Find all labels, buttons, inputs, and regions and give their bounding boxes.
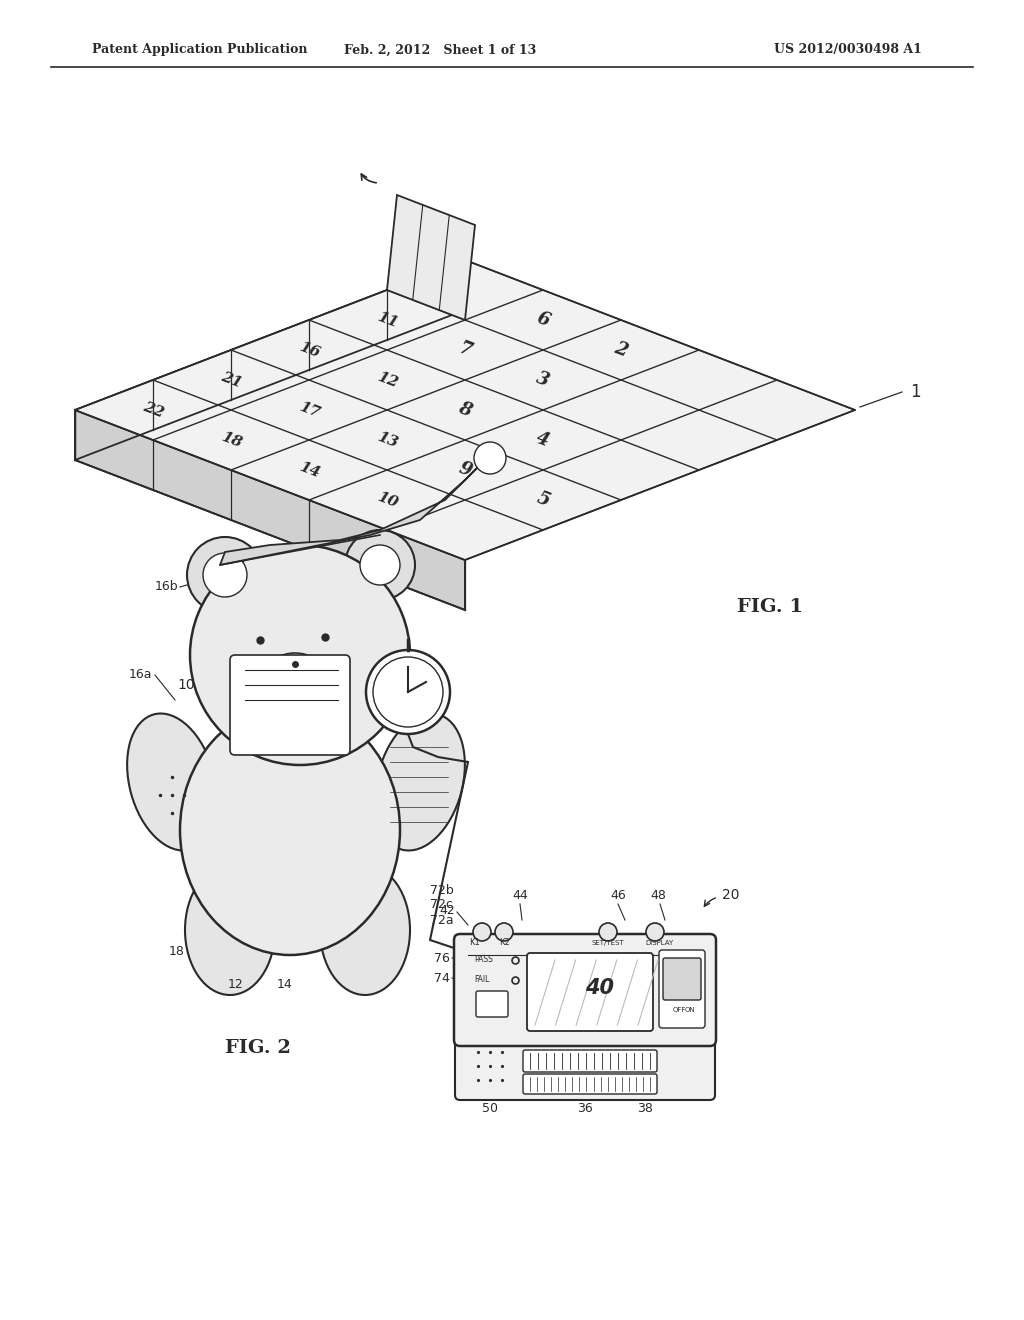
Text: 72b: 72b [430, 883, 454, 896]
Circle shape [373, 657, 443, 727]
Text: 50: 50 [482, 1102, 498, 1115]
Text: DISPLAY: DISPLAY [646, 940, 674, 946]
FancyBboxPatch shape [455, 1032, 715, 1100]
Text: 9: 9 [456, 459, 474, 480]
Text: 12: 12 [228, 978, 244, 991]
Circle shape [360, 545, 400, 585]
FancyBboxPatch shape [659, 950, 705, 1028]
FancyBboxPatch shape [454, 935, 716, 1045]
Circle shape [495, 923, 513, 941]
Text: 14: 14 [278, 978, 293, 991]
Text: 1: 1 [910, 383, 921, 401]
Text: 36: 36 [578, 1102, 593, 1115]
FancyBboxPatch shape [523, 1049, 657, 1072]
Circle shape [366, 649, 450, 734]
Text: 18: 18 [218, 429, 244, 450]
Text: 48: 48 [650, 888, 666, 902]
Polygon shape [75, 411, 465, 610]
Text: FAIL: FAIL [474, 975, 489, 983]
Text: 44: 44 [512, 888, 528, 902]
Text: 5: 5 [534, 490, 552, 511]
FancyBboxPatch shape [230, 655, 350, 755]
Polygon shape [75, 260, 465, 459]
Text: 12: 12 [375, 370, 399, 391]
Text: 21: 21 [218, 370, 244, 391]
FancyBboxPatch shape [523, 1074, 657, 1094]
Text: 10: 10 [375, 490, 399, 511]
Text: 4: 4 [534, 429, 552, 450]
Text: 22: 22 [140, 400, 166, 420]
Text: 16a: 16a [128, 668, 152, 681]
Ellipse shape [319, 865, 410, 995]
Polygon shape [75, 260, 855, 560]
Text: Patent Application Publication: Patent Application Publication [92, 44, 307, 57]
Text: 46: 46 [610, 888, 626, 902]
Text: 3: 3 [534, 370, 552, 391]
FancyBboxPatch shape [663, 958, 701, 1001]
Text: Feb. 2, 2012   Sheet 1 of 13: Feb. 2, 2012 Sheet 1 of 13 [344, 44, 537, 57]
Text: K2: K2 [499, 939, 509, 946]
Text: US 2012/0030498 A1: US 2012/0030498 A1 [774, 44, 922, 57]
Text: 38: 38 [637, 1102, 653, 1115]
Ellipse shape [180, 705, 400, 954]
Text: 10: 10 [177, 678, 195, 692]
Text: 14: 14 [297, 459, 322, 480]
Text: 20: 20 [722, 888, 739, 902]
Polygon shape [387, 195, 475, 319]
Circle shape [187, 537, 263, 612]
Circle shape [599, 923, 617, 941]
Text: 7: 7 [456, 339, 474, 360]
Ellipse shape [185, 865, 275, 995]
Text: 11: 11 [375, 310, 399, 330]
Text: 40: 40 [586, 978, 614, 998]
Text: FIG. 2: FIG. 2 [225, 1039, 291, 1057]
Circle shape [473, 923, 490, 941]
Text: 6: 6 [534, 309, 552, 330]
Text: ON: ON [685, 1007, 695, 1012]
FancyBboxPatch shape [476, 991, 508, 1016]
Text: FIG. 1: FIG. 1 [737, 598, 804, 616]
Circle shape [474, 442, 506, 474]
Text: 72a: 72a [430, 913, 454, 927]
Text: 76: 76 [434, 952, 450, 965]
Text: 16: 16 [297, 339, 322, 360]
Circle shape [203, 553, 247, 597]
Text: 16b: 16b [155, 581, 178, 594]
Text: PASS: PASS [474, 954, 493, 964]
Text: 42: 42 [439, 903, 455, 916]
FancyBboxPatch shape [527, 953, 653, 1031]
Text: 18: 18 [169, 945, 185, 958]
Circle shape [345, 531, 415, 601]
Circle shape [646, 923, 664, 941]
Ellipse shape [375, 714, 465, 850]
Text: 74: 74 [434, 972, 450, 985]
Text: 2: 2 [612, 339, 630, 360]
Text: SET/TEST: SET/TEST [592, 940, 625, 946]
Text: OFF: OFF [673, 1007, 686, 1012]
Circle shape [190, 545, 410, 766]
Text: 72c: 72c [430, 899, 453, 912]
Text: 17: 17 [297, 400, 322, 420]
Ellipse shape [267, 653, 323, 690]
Text: 8: 8 [456, 400, 474, 421]
Polygon shape [220, 459, 485, 565]
Text: 13: 13 [375, 429, 399, 450]
Text: K1: K1 [470, 939, 480, 946]
Ellipse shape [127, 714, 217, 850]
